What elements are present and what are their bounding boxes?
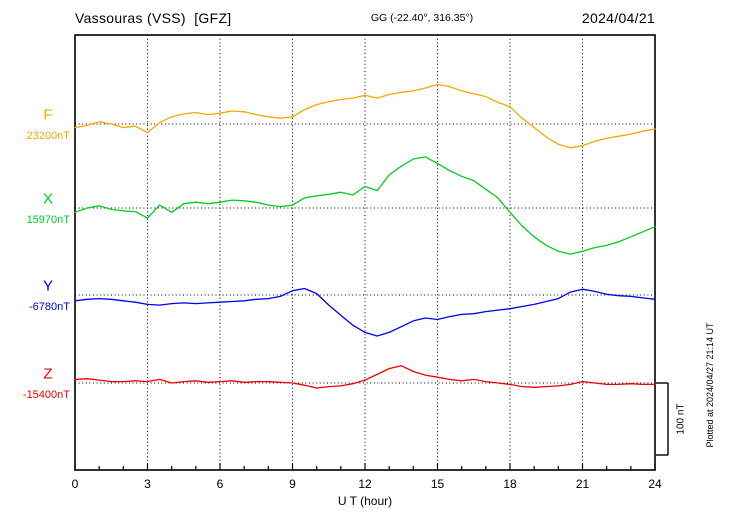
date-label: 2024/04/21 — [581, 10, 655, 26]
channel-baseline-F: 23200nT — [26, 130, 70, 142]
station-title: Vassouras (VSS) [GFZ] — [75, 10, 232, 26]
trace-Y — [74, 287, 656, 337]
x-tick-label: 12 — [358, 477, 372, 491]
trace-F — [74, 83, 656, 149]
channel-baseline-Z: -15400nT — [22, 389, 70, 401]
channel-baseline-X: 15970nT — [26, 214, 70, 226]
x-tick-label: 24 — [648, 477, 662, 491]
channel-letter-Y: Y — [42, 277, 54, 295]
coordinates-label: GG (-22.40°, 316.35°) — [370, 12, 474, 24]
channel-letter-Z: Z — [43, 365, 53, 383]
x-tick-label: 3 — [144, 477, 151, 491]
x-tick-label: 18 — [503, 477, 517, 491]
x-axis-label: U T (hour) — [337, 494, 393, 508]
channel-baseline-Y: -6780nT — [29, 301, 70, 313]
scale-bar — [656, 382, 669, 456]
x-tick-label: 21 — [575, 477, 590, 491]
channel-letter-F: F — [43, 106, 53, 124]
channel-letter-X: X — [42, 190, 54, 208]
trace-X — [74, 156, 656, 255]
scale-bar-label: 100 nT — [675, 403, 687, 435]
gridlines — [75, 35, 655, 470]
trace-Z — [74, 365, 656, 389]
x-tick-label: 9 — [289, 477, 296, 491]
axis-ticks — [74, 463, 656, 470]
plot-frame — [74, 34, 656, 471]
x-tick-label: 0 — [71, 477, 79, 491]
plotted-at-label: Plotted at 2024/04/27 21:14 UT — [705, 322, 715, 448]
x-tick-label: 15 — [430, 477, 445, 491]
x-tick-label: 6 — [216, 477, 224, 491]
